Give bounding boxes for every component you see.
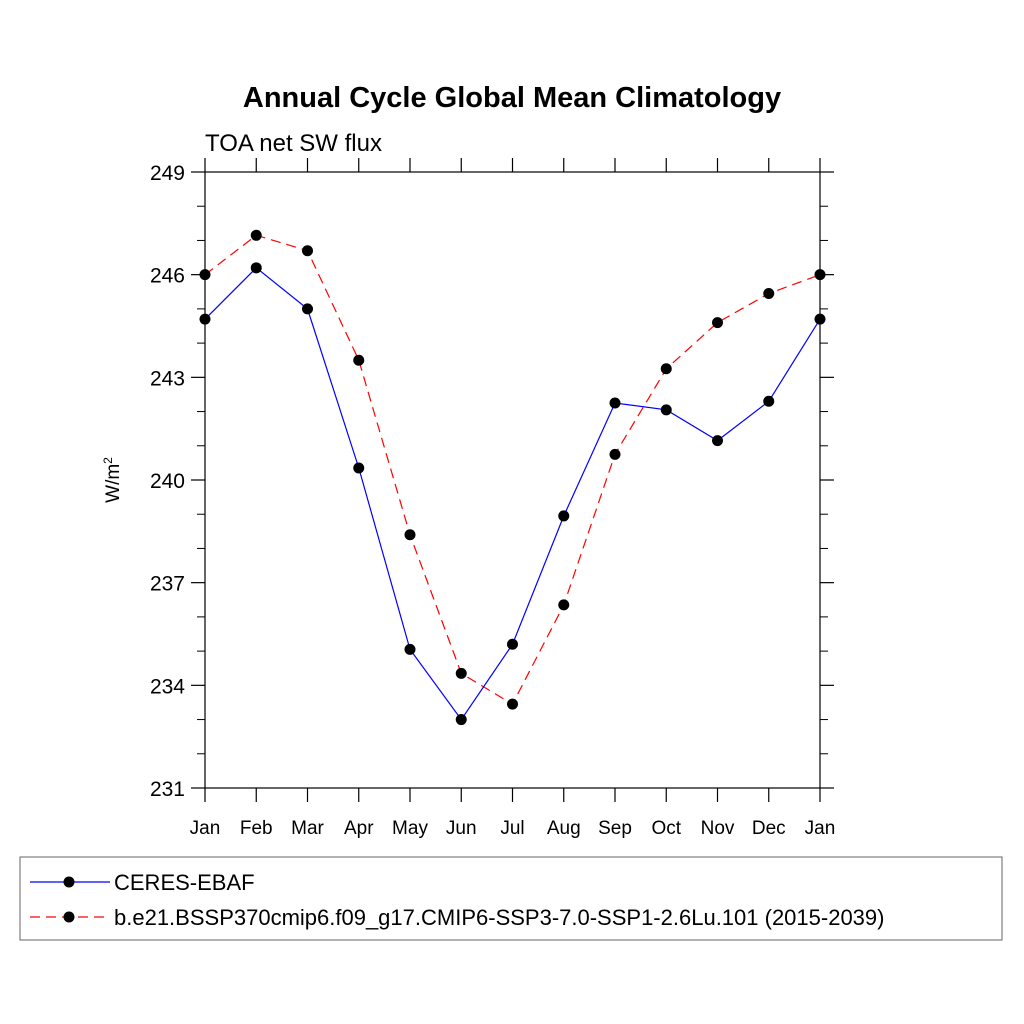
series-line-0 [204, 266, 821, 721]
data-point-series-0 [250, 262, 262, 274]
x-tick-label: Oct [651, 818, 681, 839]
data-point-series-0 [302, 303, 313, 315]
legend: CERES-EBAF b.e21.BSSP370cmip6.f09_g17.CMI… [30, 870, 884, 930]
data-point-series-1 [507, 698, 518, 710]
x-tick-label: Sep [598, 818, 632, 839]
data-point-series-1 [712, 317, 723, 329]
chart-title: Annual Cycle Global Mean Climatology [243, 82, 781, 114]
data-point-series-1 [404, 529, 416, 541]
y-tick-label: 246 [150, 265, 185, 288]
data-point-series-0 [712, 435, 723, 447]
data-point-series-1 [353, 354, 365, 366]
y-tick-label: 231 [150, 778, 185, 801]
data-point-series-0 [558, 510, 570, 522]
chart-subtitle: TOA net SW flux [205, 130, 382, 157]
legend-label-1: b.e21.BSSP370cmip6.f09_g17.CMIP6-SSP3-7.… [114, 905, 884, 930]
data-point-series-1 [609, 448, 621, 460]
x-tick-label: Aug [547, 818, 581, 839]
data-point-series-1 [763, 287, 775, 299]
series-line-1 [204, 234, 821, 706]
x-tick-label: Jun [446, 818, 477, 839]
data-point-series-1 [302, 245, 313, 257]
series-layer [199, 229, 826, 726]
x-tick-label: Mar [291, 818, 324, 839]
data-point-series-1 [660, 363, 672, 375]
data-point-series-0 [609, 397, 621, 409]
y-axis-label: W/m2 [101, 457, 124, 503]
plot-frame [204, 171, 821, 789]
legend-marker-0 [63, 876, 75, 888]
data-point-series-0 [199, 313, 211, 325]
y-tick-label: 243 [150, 367, 185, 390]
data-point-series-0 [353, 462, 365, 474]
axes: 231 234 237 240 243 246 249 Jan Feb Mar Apr May Jun J… [150, 158, 835, 839]
y-axis-label-superscript: 2 [101, 457, 115, 464]
y-tick-label: 249 [150, 162, 185, 185]
data-point-series-0 [814, 313, 826, 325]
x-tick-label: Jul [500, 818, 524, 839]
x-tick-label: Dec [752, 818, 786, 839]
x-tick-label: Feb [240, 818, 273, 839]
legend-marker-1 [63, 911, 75, 923]
x-tick-label: Jan [805, 818, 836, 839]
data-point-series-1 [558, 599, 570, 611]
data-point-series-0 [455, 714, 467, 726]
x-tick-label: Nov [701, 818, 735, 839]
x-tick-label: Apr [344, 818, 374, 839]
legend-label-0: CERES-EBAF [114, 870, 255, 895]
data-point-series-0 [660, 404, 672, 416]
x-tick-label: Jan [190, 818, 221, 839]
data-point-series-1 [199, 269, 211, 281]
data-point-series-0 [507, 638, 518, 650]
y-tick-label: 234 [150, 675, 185, 698]
data-point-series-1 [455, 667, 467, 679]
data-point-series-0 [404, 643, 416, 655]
y-axis-label-text: W/m [103, 464, 124, 503]
data-point-series-1 [250, 229, 262, 241]
y-tick-label: 237 [150, 573, 185, 596]
y-tick-label: 240 [150, 470, 185, 493]
data-point-series-1 [814, 269, 826, 281]
x-tick-label: May [392, 818, 428, 839]
legend-box [19, 856, 1003, 941]
data-point-series-0 [763, 395, 775, 407]
